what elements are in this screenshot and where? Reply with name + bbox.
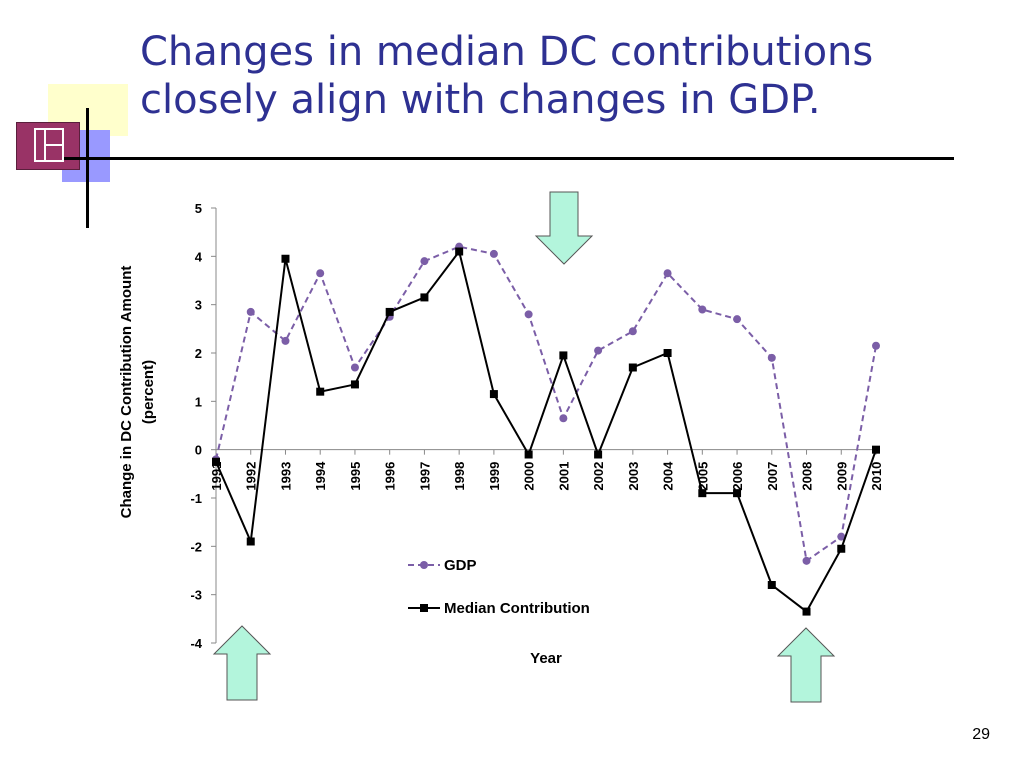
median-contribution-point bbox=[455, 247, 464, 256]
x-tick-label: 2009 bbox=[834, 462, 849, 491]
gdp-point bbox=[559, 414, 568, 423]
x-tick-label: 2003 bbox=[626, 462, 641, 491]
gdp-series-line bbox=[215, 245, 877, 563]
median-contribution-point bbox=[420, 293, 429, 302]
median-contribution-series-line bbox=[215, 249, 877, 614]
gdp-point bbox=[281, 336, 290, 345]
x-tick-label: 1993 bbox=[278, 462, 293, 491]
x-tick-label: 1991 bbox=[209, 462, 224, 491]
x-tick-label: 1996 bbox=[383, 462, 398, 491]
x-tick-label: 2008 bbox=[800, 462, 815, 491]
y-tick-label: 1 bbox=[195, 394, 202, 409]
median-contribution-point bbox=[872, 445, 880, 454]
x-tick-label: 2002 bbox=[591, 462, 606, 491]
deco-maroon-logo bbox=[34, 128, 64, 162]
x-tick-label: 2000 bbox=[522, 462, 537, 491]
median-contribution-point bbox=[385, 307, 394, 316]
x-tick-label: 2006 bbox=[730, 462, 745, 491]
x-tick-label: 1998 bbox=[452, 462, 467, 491]
gdp-point bbox=[802, 556, 811, 565]
x-tick-label: 1995 bbox=[348, 462, 363, 491]
gdp-point bbox=[628, 327, 637, 336]
gdp-point bbox=[698, 305, 707, 314]
median-contribution-point bbox=[246, 537, 255, 546]
legend-median-marker bbox=[420, 604, 428, 612]
median-contribution-point bbox=[594, 450, 603, 459]
y-tick-label: 4 bbox=[195, 249, 203, 264]
median-contribution-point bbox=[767, 581, 776, 589]
median-contribution-point bbox=[628, 363, 637, 372]
gdp-point bbox=[767, 353, 776, 362]
y-tick-labels: 5 4 3 2 1 0 -1 -2 -3 -4 bbox=[190, 201, 202, 651]
x-tick-label: 1994 bbox=[313, 461, 328, 491]
median-contribution-point bbox=[559, 351, 568, 360]
arrow-down-icon bbox=[534, 191, 594, 265]
median-contribution-point bbox=[350, 380, 359, 389]
legend-gdp-label: GDP bbox=[444, 557, 477, 574]
gdp-point bbox=[733, 315, 742, 324]
median-contribution-point bbox=[316, 387, 325, 396]
x-tick-label: 2001 bbox=[556, 462, 571, 491]
median-contribution-point bbox=[733, 489, 742, 498]
x-tick-label: 1999 bbox=[487, 462, 502, 491]
gdp-point bbox=[837, 532, 846, 541]
y-tick-label: -2 bbox=[190, 539, 202, 554]
y-tick-label: -3 bbox=[190, 588, 202, 603]
y-axis-title-line-1: Change in DC Contribution Amount bbox=[118, 266, 135, 519]
arrow-up-icon bbox=[776, 627, 836, 703]
slide-title-line-2: closely align with changes in GDP. bbox=[140, 77, 821, 123]
gdp-point bbox=[350, 363, 359, 372]
median-contribution-point bbox=[698, 489, 707, 498]
y-tick-label: -4 bbox=[190, 636, 202, 651]
y-tick-label: 3 bbox=[195, 298, 202, 313]
x-tick-label: 1997 bbox=[417, 462, 432, 491]
x-tick-label: 2010 bbox=[869, 462, 884, 491]
x-tick-label: 2007 bbox=[765, 462, 780, 491]
slide-title-line-1: Changes in median DC contributions bbox=[140, 29, 874, 75]
slide-title: Changes in median DC contributions close… bbox=[140, 28, 1010, 124]
arrow-up-icon bbox=[212, 625, 272, 701]
chart-legend: GDP Median Contribution bbox=[408, 557, 590, 617]
y-tick-label: -1 bbox=[190, 491, 202, 506]
x-tick-label: 1992 bbox=[244, 462, 259, 491]
y-tick-label: 0 bbox=[195, 443, 202, 458]
gdp-point bbox=[594, 346, 603, 355]
gdp-point bbox=[420, 257, 429, 266]
deco-horizontal-line bbox=[64, 157, 954, 160]
x-axis-title: Year bbox=[530, 650, 562, 667]
gdp-point bbox=[316, 269, 325, 278]
median-contribution-point bbox=[281, 254, 290, 263]
median-contribution-point bbox=[489, 390, 498, 399]
x-tick-label: 2004 bbox=[661, 461, 676, 491]
gdp-point bbox=[663, 269, 672, 278]
x-tick-labels: 1991 1992 1993 1994 1995 1996 1997 1998 1999 2000… bbox=[209, 461, 884, 491]
legend-gdp-marker bbox=[420, 561, 428, 569]
median-contribution-point bbox=[802, 607, 811, 616]
gdp-point bbox=[246, 307, 255, 316]
median-contribution-point bbox=[212, 457, 220, 466]
median-contribution-point bbox=[837, 544, 846, 553]
y-tick-label: 2 bbox=[195, 346, 202, 361]
deco-maroon-square bbox=[16, 122, 80, 170]
y-tick-label: 5 bbox=[195, 201, 202, 216]
deco-vertical-line bbox=[86, 108, 89, 228]
page-number: 29 bbox=[972, 726, 990, 743]
gdp-point bbox=[489, 249, 498, 258]
legend-median-label: Median Contribution bbox=[444, 600, 590, 617]
median-contribution-point bbox=[663, 349, 672, 357]
annotation-arrows bbox=[212, 191, 836, 703]
median-contribution-point bbox=[524, 450, 533, 459]
gdp-point bbox=[524, 310, 533, 319]
gdp-point bbox=[872, 341, 880, 350]
series-layer bbox=[212, 242, 880, 616]
y-axis-title-line-2: (percent) bbox=[140, 360, 157, 424]
chart-axes bbox=[211, 207, 880, 644]
